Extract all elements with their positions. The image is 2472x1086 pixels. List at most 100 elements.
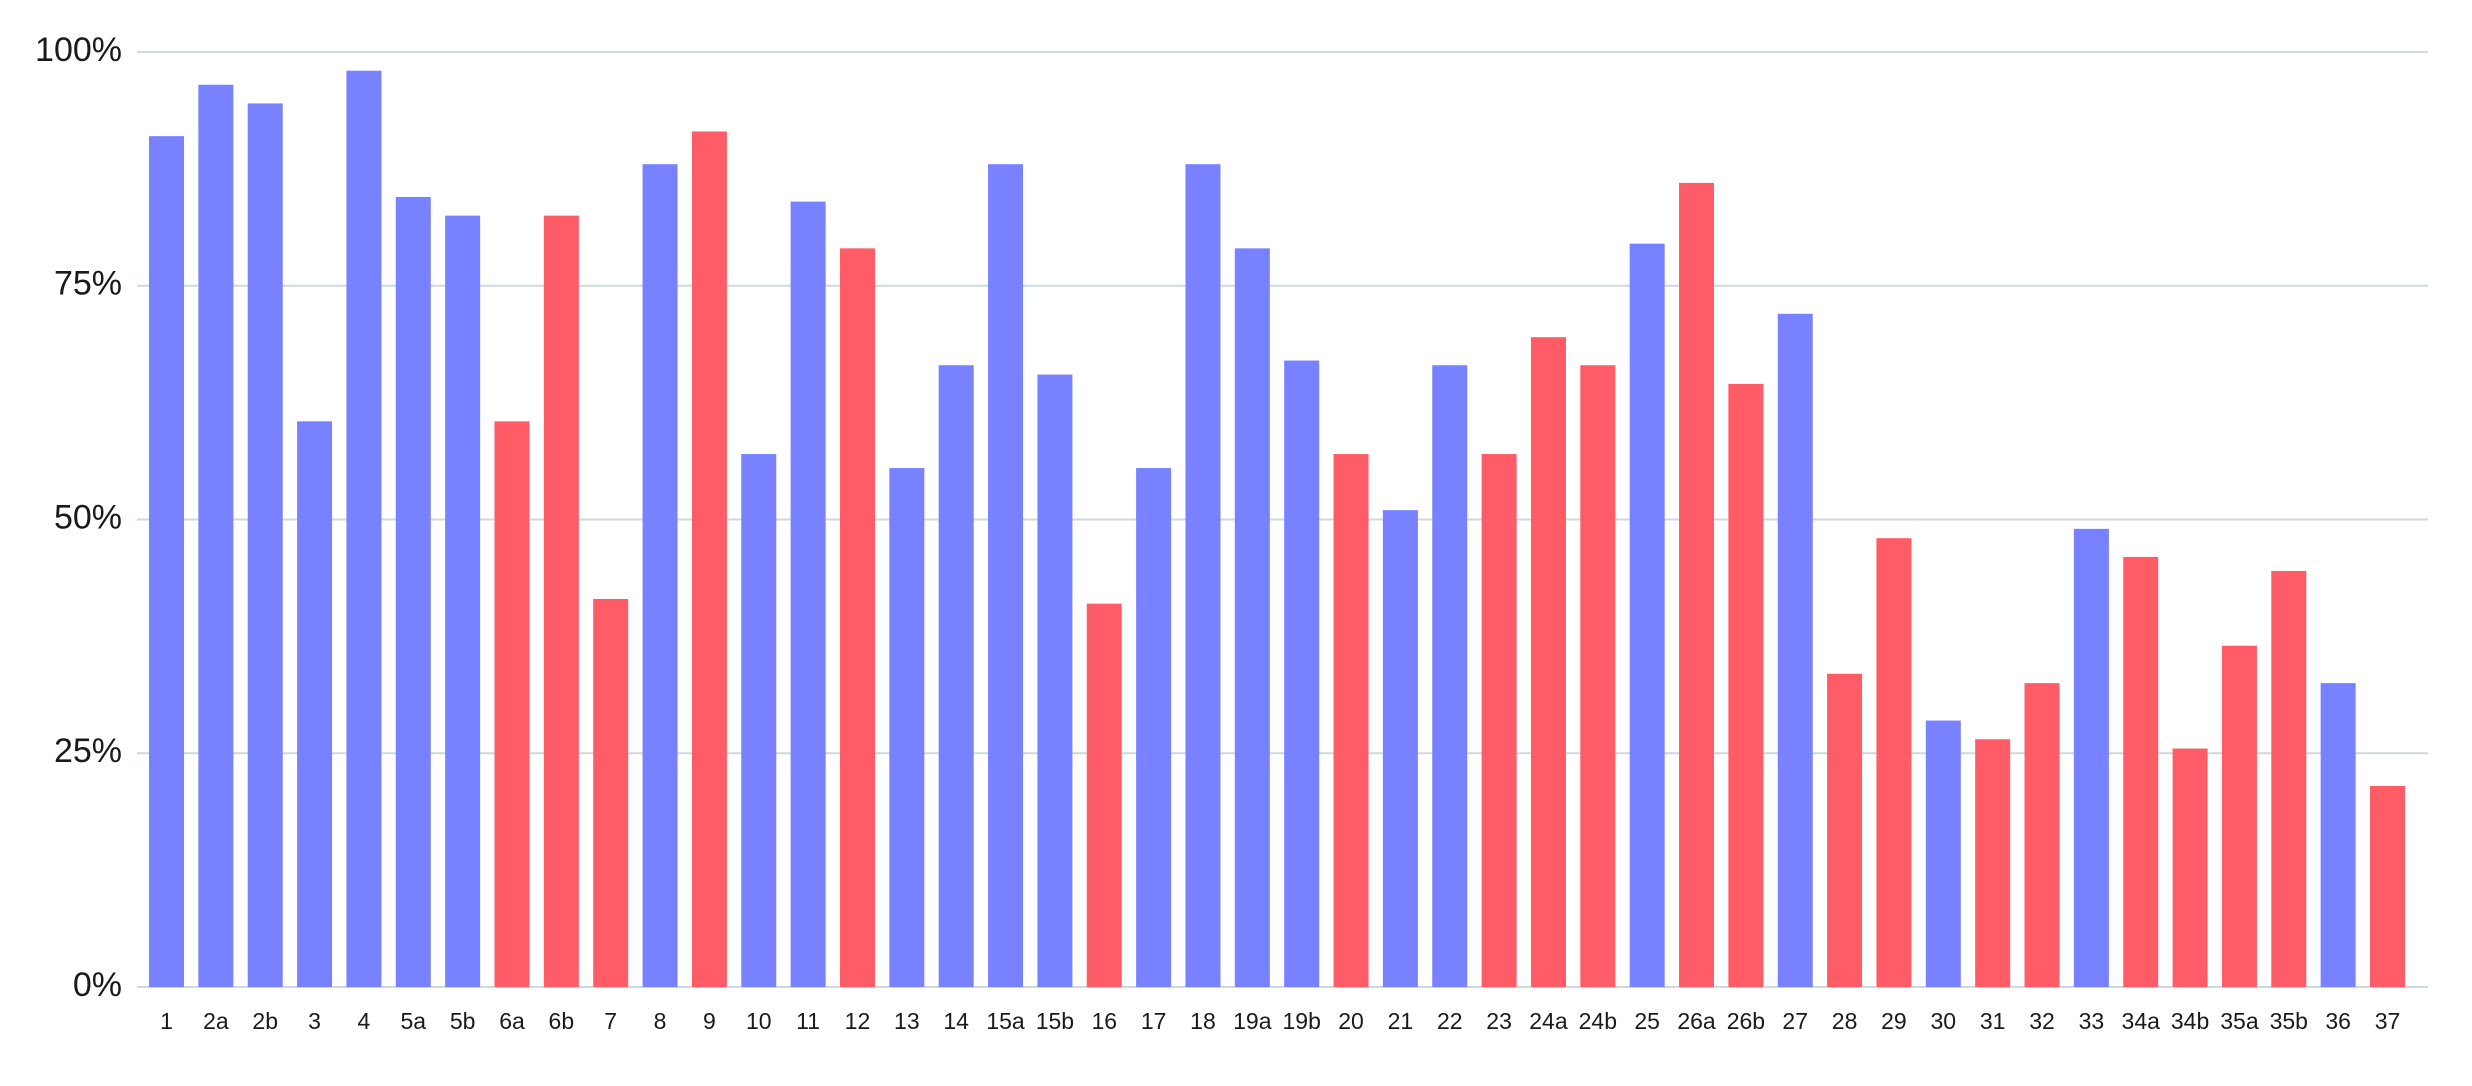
bar-6b bbox=[543, 215, 579, 988]
x-tick-label: 17 bbox=[1141, 1008, 1167, 1034]
bar-6a bbox=[494, 421, 530, 988]
bar-33 bbox=[2073, 528, 2109, 987]
x-tick-label: 18 bbox=[1190, 1008, 1216, 1034]
bar-11 bbox=[790, 201, 826, 988]
x-tick-label: 24a bbox=[1529, 1008, 1568, 1034]
bar-27 bbox=[1777, 313, 1813, 987]
bar-3 bbox=[297, 421, 333, 988]
x-tick-label: 20 bbox=[1338, 1008, 1364, 1034]
bar-21 bbox=[1382, 510, 1418, 987]
x-tick-label: 32 bbox=[2029, 1008, 2055, 1034]
x-tick-label: 35b bbox=[2270, 1008, 2308, 1034]
bar-31 bbox=[1975, 739, 2011, 987]
x-tick-label: 8 bbox=[654, 1008, 667, 1034]
bar-24b bbox=[1580, 365, 1616, 988]
y-tick-label: 50% bbox=[54, 498, 122, 536]
bar-23 bbox=[1481, 454, 1517, 987]
bar-35a bbox=[2221, 645, 2257, 987]
bar-8 bbox=[642, 164, 678, 987]
x-tick-label: 36 bbox=[2325, 1008, 2351, 1034]
x-tick-label: 11 bbox=[796, 1008, 820, 1034]
bar-16 bbox=[1086, 603, 1122, 987]
x-tick-label: 7 bbox=[604, 1008, 617, 1034]
x-tick-label: 6a bbox=[499, 1008, 525, 1034]
bar-19b bbox=[1284, 360, 1320, 987]
bar-29 bbox=[1876, 538, 1912, 987]
bar-17 bbox=[1136, 468, 1172, 987]
x-tick-label: 14 bbox=[943, 1008, 969, 1034]
x-tick-label: 5a bbox=[400, 1008, 426, 1034]
x-tick-label: 26a bbox=[1677, 1008, 1716, 1034]
bar-20 bbox=[1333, 454, 1369, 987]
x-tick-label: 4 bbox=[358, 1008, 371, 1034]
x-tick-label: 34b bbox=[2171, 1008, 2209, 1034]
bar-28 bbox=[1827, 673, 1863, 987]
x-tick-label: 15a bbox=[986, 1008, 1025, 1034]
bar-37 bbox=[2370, 785, 2405, 987]
x-tick-label: 35a bbox=[2220, 1008, 2259, 1034]
y-axis-tick-labels: 0% 25% 50% 75% 100% bbox=[35, 31, 122, 1004]
x-tick-label: 37 bbox=[2375, 1008, 2401, 1034]
bar-34a bbox=[2123, 556, 2159, 987]
x-tick-label: 23 bbox=[1486, 1008, 1512, 1034]
bar-5b bbox=[445, 215, 481, 988]
x-tick-label: 34a bbox=[2122, 1008, 2161, 1034]
x-tick-label: 10 bbox=[746, 1008, 772, 1034]
bar-32 bbox=[2024, 683, 2060, 988]
y-tick-label: 0% bbox=[73, 966, 122, 1004]
bar-26a bbox=[1679, 182, 1715, 987]
bars bbox=[149, 70, 2405, 988]
x-tick-label: 5b bbox=[450, 1008, 476, 1034]
bar-2b bbox=[247, 103, 283, 988]
bar-12 bbox=[839, 248, 875, 988]
bar-7 bbox=[593, 598, 629, 987]
bar-9 bbox=[691, 131, 727, 988]
bar-26b bbox=[1728, 383, 1764, 987]
x-tick-label: 31 bbox=[1980, 1008, 2006, 1034]
x-tick-label: 29 bbox=[1881, 1008, 1907, 1034]
x-tick-label: 21 bbox=[1388, 1008, 1414, 1034]
x-tick-label: 19b bbox=[1282, 1008, 1320, 1034]
bar-15b bbox=[1037, 374, 1073, 987]
y-tick-label: 25% bbox=[54, 732, 122, 770]
x-tick-label: 24b bbox=[1579, 1008, 1617, 1034]
x-axis-category-labels: 1 2a 2b 3 4 5a 5b 6a 6b 7 8 9 10 11 12 13 14 15a 15b 16 17 18… bbox=[160, 1008, 2400, 1034]
bar-36 bbox=[2320, 683, 2356, 988]
x-tick-label: 27 bbox=[1782, 1008, 1808, 1034]
x-tick-label: 9 bbox=[703, 1008, 716, 1034]
bar-10 bbox=[741, 454, 777, 987]
x-tick-label: 16 bbox=[1091, 1008, 1117, 1034]
x-tick-label: 33 bbox=[2079, 1008, 2105, 1034]
bar-34b bbox=[2172, 748, 2208, 987]
bar-2a bbox=[198, 84, 234, 988]
x-tick-label: 2a bbox=[203, 1008, 229, 1034]
x-tick-label: 25 bbox=[1634, 1008, 1660, 1034]
bar-4 bbox=[346, 70, 382, 987]
bar-30 bbox=[1925, 720, 1961, 987]
x-tick-label: 6b bbox=[549, 1008, 575, 1034]
bar-24a bbox=[1530, 337, 1566, 987]
x-tick-label: 28 bbox=[1832, 1008, 1858, 1034]
y-tick-label: 100% bbox=[35, 31, 122, 69]
bar-14 bbox=[938, 365, 974, 988]
y-tick-label: 75% bbox=[54, 265, 122, 303]
x-tick-label: 13 bbox=[894, 1008, 920, 1034]
bar-19a bbox=[1234, 248, 1270, 988]
bar-5a bbox=[395, 196, 431, 987]
bar-25 bbox=[1629, 243, 1665, 988]
x-tick-label: 26b bbox=[1727, 1008, 1765, 1034]
bar-22 bbox=[1432, 365, 1468, 988]
x-tick-label: 12 bbox=[845, 1008, 871, 1034]
bar-35b bbox=[2271, 570, 2307, 987]
x-tick-label: 3 bbox=[308, 1008, 321, 1034]
x-tick-label: 2b bbox=[252, 1008, 278, 1034]
x-tick-label: 1 bbox=[160, 1008, 173, 1034]
bar-1 bbox=[149, 136, 184, 987]
x-tick-label: 22 bbox=[1437, 1008, 1463, 1034]
bar-13 bbox=[889, 468, 925, 987]
x-tick-label: 30 bbox=[1931, 1008, 1957, 1034]
x-tick-label: 15b bbox=[1036, 1008, 1074, 1034]
x-tick-label: 19a bbox=[1233, 1008, 1272, 1034]
bar-18 bbox=[1185, 164, 1221, 987]
